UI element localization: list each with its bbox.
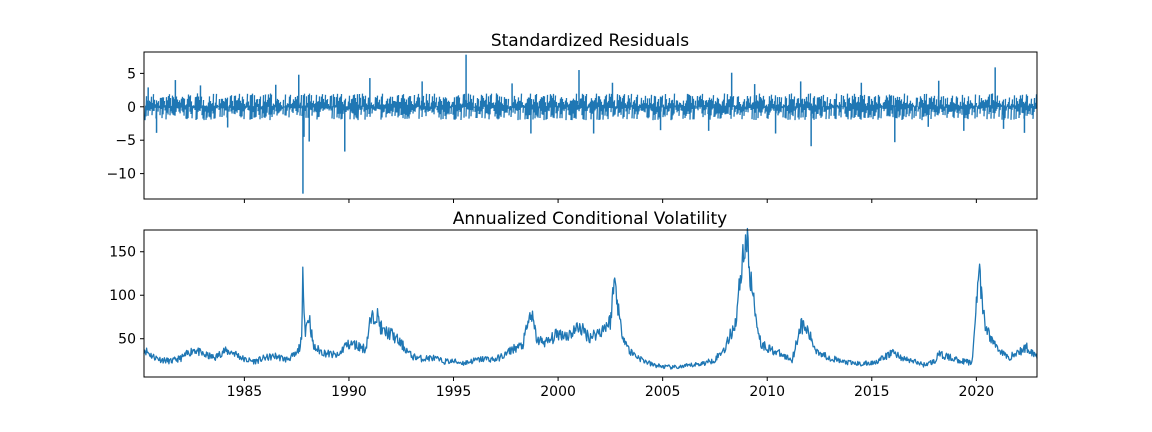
x-tick-label: 1995 [436,384,472,400]
volatility-axes-frame [143,229,1038,378]
y-tick-label: 150 [109,245,136,261]
residuals-plot-area [144,54,1038,194]
volatility-panel: Annualized Conditional Volatility 50 100 1… [109,209,1038,400]
volatility-y-axis: 50 100 150 [109,245,144,348]
residuals-panel: Standardized Residuals 5 0 −5 −10 [106,31,1038,203]
x-tick-label: 2000 [540,384,576,400]
residuals-title: Standardized Residuals [491,31,689,51]
x-tick-label: 2005 [645,384,681,400]
residuals-y-axis: 5 0 −5 −10 [106,66,144,183]
residuals-axes-frame [143,51,1038,200]
y-tick-label: 0 [127,100,136,116]
residuals-series-line [144,93,1038,121]
x-tick-label: 2010 [749,384,785,400]
y-tick-label: 5 [127,66,136,82]
x-tick-label: 2015 [854,384,890,400]
x-tick-label: 1990 [331,384,367,400]
volatility-x-axis: 1985 1990 1995 2000 2005 2010 2015 2020 [227,377,995,400]
y-tick-label: −10 [106,167,136,183]
volatility-title: Annualized Conditional Volatility [453,209,727,229]
y-tick-label: 100 [109,288,136,304]
volatility-plot-area [143,227,1038,370]
residuals-x-axis [243,199,977,203]
y-tick-label: −5 [115,133,136,149]
x-tick-label: 1985 [227,384,263,400]
volatility-series-line [143,227,1038,370]
y-tick-label: 50 [118,332,136,348]
x-tick-label: 2020 [959,384,995,400]
